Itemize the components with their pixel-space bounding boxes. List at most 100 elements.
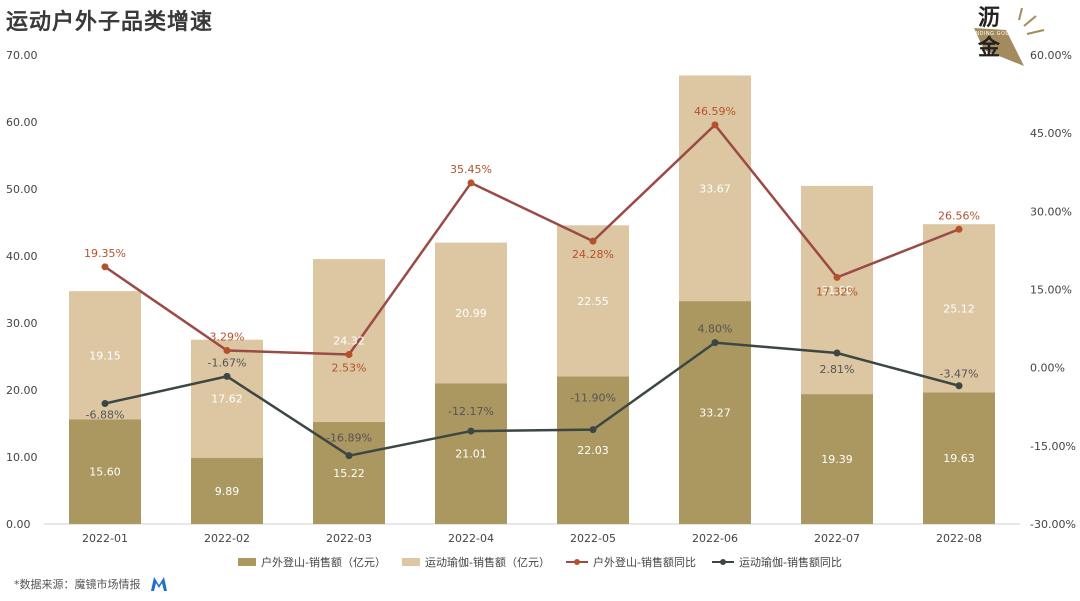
bar-outdoor xyxy=(435,383,507,524)
bar-label-yoga: 24.32 xyxy=(333,335,365,348)
outdoor-yoy-label: 46.59% xyxy=(694,105,736,118)
outdoor-yoy-label: 3.29% xyxy=(210,331,245,344)
logo-band-text: FINDING GOLD xyxy=(970,31,1014,37)
mirror-logo-icon xyxy=(150,577,167,591)
yoga-yoy-label: -3.47% xyxy=(940,368,979,381)
outdoor-yoy-label: 26.56% xyxy=(938,209,980,222)
legend-label: 运动瑜伽-销售额同比 xyxy=(738,556,842,569)
bar-label-outdoor: 15.60 xyxy=(89,466,121,479)
legend-swatch-line xyxy=(711,558,734,566)
yoga-yoy-label: -11.90% xyxy=(570,392,616,405)
bar-yoga xyxy=(923,224,995,393)
outdoor-yoy-point xyxy=(345,350,353,358)
yoga-yoy-point xyxy=(467,427,475,435)
outdoor-yoy-point xyxy=(223,347,231,355)
legend-item: 运动瑜伽-销售额同比 xyxy=(711,554,842,570)
y-right-tick-label: 15.00% xyxy=(1030,284,1072,297)
bar-label-outdoor: 21.01 xyxy=(455,448,487,461)
outdoor-yoy-point xyxy=(101,263,109,271)
outdoor-yoy-label: 35.45% xyxy=(450,163,492,176)
x-tick-label: 2022-05 xyxy=(570,532,616,545)
bar-label-yoga: 31.08 xyxy=(821,284,853,297)
y-right-tick-label: 60.00% xyxy=(1030,49,1072,62)
bar-label-outdoor: 19.39 xyxy=(821,453,853,466)
legend-swatch-line-dot xyxy=(574,559,580,565)
yoga-yoy-label: -12.17% xyxy=(448,405,494,418)
y-left-tick-label: 50.00 xyxy=(6,183,38,196)
bar-outdoor xyxy=(801,394,873,524)
source-text: *数据来源：魔镜市场情报 xyxy=(14,578,141,591)
bar-outdoor xyxy=(557,376,629,524)
x-tick-label: 2022-06 xyxy=(692,532,738,545)
x-tick-label: 2022-03 xyxy=(326,532,372,545)
legend-item: 户外登山-销售额同比 xyxy=(566,554,696,570)
outdoor-yoy-point xyxy=(711,121,719,129)
outdoor-yoy-point xyxy=(467,179,475,187)
stacked-bar-line-chart: 0.00 10.00 20.00 30.00 40.00 50.00 60.00 70.00 -… xyxy=(6,49,1076,545)
yoga-yoy-point xyxy=(833,349,841,357)
outdoor-yoy-label: 17.32% xyxy=(816,285,858,298)
legend-label: 户外登山-销售额同比 xyxy=(593,556,696,569)
bar-label-yoga: 20.99 xyxy=(455,307,487,320)
outdoor-yoy-label: 24.28% xyxy=(572,248,614,261)
yoga-yoy-point xyxy=(223,372,231,380)
yoga-yoy-label: 2.81% xyxy=(820,363,855,376)
y-right-tick-label: -30.00% xyxy=(1030,518,1076,531)
legend-label: 户外登山-销售额（亿元） xyxy=(261,556,387,569)
y-left-tick-label: 10.00 xyxy=(6,451,38,464)
outdoor-yoy-line xyxy=(104,123,960,356)
legend-swatch-line xyxy=(566,558,588,566)
legend-swatch-bar xyxy=(402,558,421,566)
yoga-yoy-label: -16.89% xyxy=(326,432,372,445)
outdoor-yoy-label: 19.35% xyxy=(84,247,126,260)
y-left-tick-label: 30.00 xyxy=(6,317,38,330)
brand-logo: 沥 FINDING GOLD 金 xyxy=(964,4,1072,74)
yoga-yoy-point xyxy=(955,382,963,390)
page-title: 运动户外子品类增速 xyxy=(6,10,214,35)
yoga-yoy-line xyxy=(104,341,960,458)
logo-char-top: 沥 xyxy=(978,6,1001,31)
bar-label-outdoor: 19.63 xyxy=(943,452,975,465)
bar-yoga xyxy=(557,225,629,377)
x-tick-label: 2022-08 xyxy=(936,532,982,545)
yoga-yoy-label: -6.88% xyxy=(86,409,125,422)
x-tick-label: 2022-07 xyxy=(814,532,860,545)
bar-label-yoga: 17.62 xyxy=(211,393,243,406)
y-left-tick-label: 70.00 xyxy=(6,49,38,62)
bar-label-outdoor: 15.22 xyxy=(333,467,365,480)
bar-label-yoga: 19.15 xyxy=(89,349,121,362)
yoga-yoy-label: -1.67% xyxy=(208,356,247,369)
legend-swatch-line-dot xyxy=(719,559,726,565)
y-left-tick-label: 40.00 xyxy=(6,250,38,263)
bar-label-yoga: 25.12 xyxy=(943,302,975,315)
x-tick-label: 2022-02 xyxy=(204,532,250,545)
bar-yoga xyxy=(435,242,507,384)
logo-char-bottom: 金 xyxy=(978,36,1001,61)
outdoor-yoy-point xyxy=(833,273,841,281)
bar-label-yoga: 33.67 xyxy=(699,182,731,195)
outdoor-yoy-point xyxy=(955,225,963,233)
yoga-yoy-point xyxy=(589,426,597,434)
legend-item: 运动瑜伽-销售额（亿元） xyxy=(402,554,550,570)
source-note: *数据来源：魔镜市场情报 xyxy=(14,575,169,593)
x-tick-label: 2022-01 xyxy=(82,532,128,545)
y-right-tick-label: 30.00% xyxy=(1030,205,1072,218)
x-tick-label: 2022-04 xyxy=(448,532,494,545)
bar-outdoor xyxy=(679,301,751,524)
yoga-yoy-point xyxy=(711,339,719,347)
bar-label-outdoor: 9.89 xyxy=(215,485,240,498)
bar-outdoor xyxy=(191,457,263,524)
bar-outdoor xyxy=(923,392,995,524)
outdoor-yoy-point xyxy=(589,237,597,245)
legend-swatch-bar xyxy=(238,558,257,566)
bar-outdoor xyxy=(69,419,141,524)
bar-label-outdoor: 22.03 xyxy=(577,444,609,457)
bar-yoga xyxy=(679,75,751,302)
bar-yoga xyxy=(313,259,385,423)
bar-yoga xyxy=(191,339,263,458)
yoga-yoy-point xyxy=(101,400,109,408)
bar-label-yoga: 22.55 xyxy=(577,295,609,308)
legend-item: 户外登山-销售额（亿元） xyxy=(238,554,386,570)
y-left-tick-label: 60.00 xyxy=(6,116,38,129)
yoga-yoy-label: 4.80% xyxy=(698,323,733,336)
